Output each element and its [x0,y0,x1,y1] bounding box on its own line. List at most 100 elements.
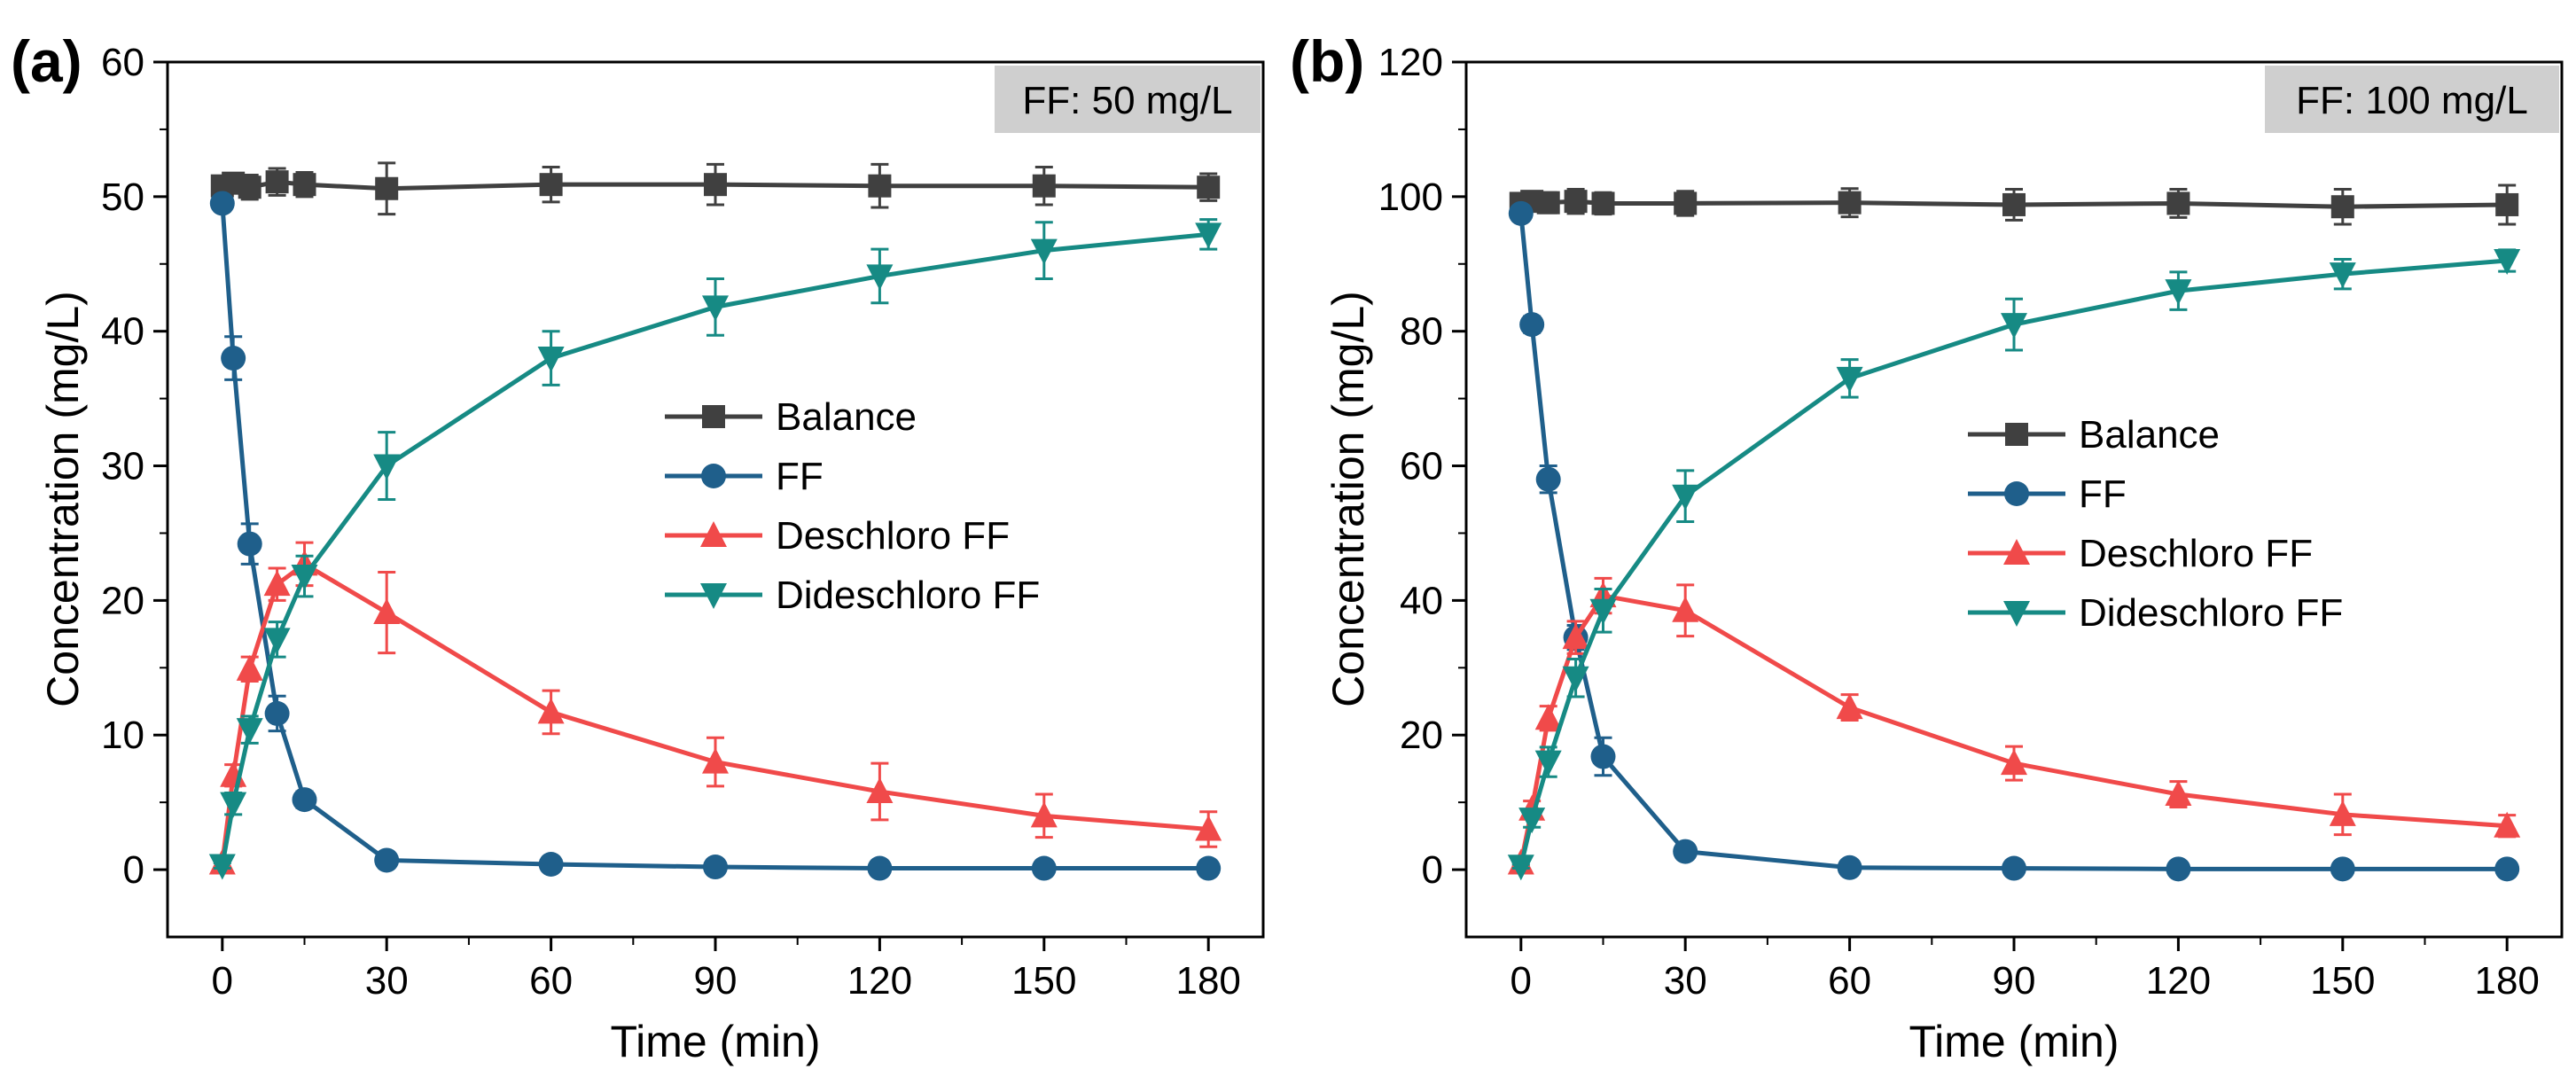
y-tick-label-b-3: 60 [1400,445,1443,488]
x-tick-label-b-1: 30 [1664,959,1707,1003]
point-b-0-5 [1674,191,1698,215]
y-tick-label-a-5: 50 [101,176,144,219]
point-a-0-10 [1197,176,1221,199]
point-a-3-8 [866,264,894,291]
point-a-0-4 [293,173,316,197]
point-a-3-7 [702,295,729,322]
point-a-0-9 [1032,174,1056,198]
point-a-2-9 [1030,801,1058,828]
y-axis-label-b: Concentration (mg/L) [1323,291,1373,707]
point-b-0-2 [1536,191,1560,215]
series-b-3 [1507,248,2521,881]
y-tick-label-b-4: 80 [1400,310,1443,354]
point-b-1-6 [1837,855,1862,880]
legend-label-a-0: Balance [776,395,917,439]
annotation-badge-bg-b [2265,66,2559,133]
legend-swatch-marker-a-3 [700,583,727,609]
point-a-3-4 [291,565,318,591]
series-b [1507,183,2521,882]
y-tick-label-a-4: 40 [101,310,144,354]
x-tick-label-a-4: 120 [847,959,912,1003]
annotation-text-b: FF: 100 mg/L [2296,79,2528,122]
point-a-2-5 [373,598,401,625]
point-b-0-10 [2495,192,2519,216]
legend-swatch-marker-b-1 [2004,481,2029,506]
point-a-2-2 [236,654,263,681]
annotation-badge-bg-a [995,66,1261,133]
point-b-2-3 [1562,623,1589,650]
point-b-3-9 [2329,262,2356,289]
point-b-0-3 [1564,190,1588,214]
point-a-1-0 [209,191,235,216]
y-tick-label-a-2: 20 [101,579,144,622]
legend-a: Balance FF Deschloro FF Dideschloro FF [665,395,1040,617]
x-tick-label-a-2: 60 [529,959,573,1003]
point-a-2-8 [866,777,894,804]
point-b-1-1 [1519,312,1545,338]
x-tick-label-a-3: 90 [694,959,738,1003]
point-a-2-10 [1195,815,1222,841]
point-b-1-7 [2002,855,2026,881]
point-b-1-8 [2166,856,2191,882]
y-tick-label-a-0: 0 [123,848,144,892]
point-a-0-2 [238,176,262,199]
point-b-1-4 [1590,744,1616,769]
point-a-0-5 [375,176,399,200]
point-a-2-3 [263,570,291,597]
point-b-3-3 [1562,666,1589,692]
legend-item-a-1: FF [665,455,824,498]
point-b-2-2 [1534,704,1562,730]
point-b-2-10 [2494,811,2521,838]
point-b-1-10 [2494,856,2520,882]
point-a-1-9 [1031,855,1057,881]
y-tick-label-b-1: 20 [1400,714,1443,757]
x-tick-label-a-1: 30 [365,959,409,1003]
point-b-1-2 [1535,466,1561,492]
point-b-2-8 [2165,780,2192,807]
point-a-3-9 [1030,238,1058,265]
series-b-2 [1507,576,2521,875]
legend-swatch-marker-a-1 [701,464,726,488]
x-tick-label-b-3: 90 [1993,959,2036,1003]
y-tick-label-b-5: 100 [1378,176,1443,219]
legend-item-a-0: Balance [665,395,917,439]
point-b-3-0 [1507,855,1534,881]
series-a-0 [210,161,1221,216]
annotation-badge-a: FF: 50 mg/L [995,66,1261,133]
point-a-1-10 [1196,855,1222,881]
point-a-3-6 [537,347,565,373]
point-a-3-5 [373,454,401,480]
point-b-2-6 [1836,693,1863,720]
legend-label-b-3: Dideschloro FF [2079,591,2343,635]
point-b-3-10 [2494,248,2521,275]
point-b-0-8 [2166,191,2190,215]
point-a-0-6 [539,173,563,197]
point-a-0-3 [265,170,289,194]
series-line-a-2 [220,561,1209,863]
point-a-3-10 [1195,222,1222,249]
point-a-0-7 [704,173,727,197]
y-axis-label-a: Concentration (mg/L) [38,291,88,707]
x-tick-label-a-6: 180 [1175,959,1240,1003]
axes-b: 0 30 60 90 120 150 180 0 20 40 60 80 100 120 [1378,41,2540,1003]
x-tick-label-a-0: 0 [212,959,233,1003]
legend-label-b-2: Deschloro FF [2079,532,2313,575]
y-tick-label-b-2: 40 [1400,579,1443,622]
legend-label-a-3: Dideschloro FF [776,574,1040,617]
point-b-0-7 [2002,192,2026,216]
point-b-1-0 [1508,200,1534,226]
legend-item-b-1: FF [1968,472,2127,516]
point-b-2-7 [2001,749,2027,776]
point-b-3-4 [1589,598,1617,625]
series-b-1 [1508,200,2520,882]
series-line-b-2 [1518,593,2508,863]
point-b-2-9 [2329,800,2356,826]
y-tick-label-b-0: 0 [1422,848,1443,892]
x-axis-label-b: Time (min) [1909,1017,2119,1066]
x-tick-label-b-4: 120 [2146,959,2211,1003]
legend-swatch-marker-b-2 [2003,539,2030,565]
legend-item-a-3: Dideschloro FF [665,574,1040,617]
legend-b: Balance FF Deschloro FF Dideschloro FF [1968,413,2343,635]
point-b-2-5 [1672,596,1699,622]
